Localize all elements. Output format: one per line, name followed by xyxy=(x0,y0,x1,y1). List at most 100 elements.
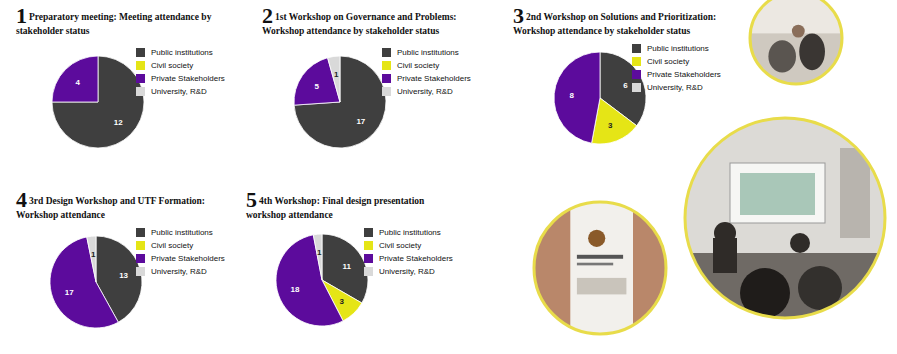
legend-entry: Private Stakeholders xyxy=(136,252,225,265)
panel-number: 3 xyxy=(513,3,524,28)
legend-label: Civil society xyxy=(379,241,421,250)
photo-border xyxy=(750,0,842,84)
panel-number: 1 xyxy=(16,3,27,28)
legend-entry: Civil society xyxy=(136,59,225,72)
legend-label: Public institutions xyxy=(397,48,459,57)
chart-title: 1Preparatory meeting: Meeting attendance… xyxy=(16,6,231,37)
pie xyxy=(554,52,646,144)
photo-content xyxy=(750,0,842,84)
legend-swatch xyxy=(136,254,145,263)
legend-entry: Private Stakeholders xyxy=(632,68,721,81)
pie-slice xyxy=(52,56,98,102)
legend-entry: University, R&D xyxy=(364,265,453,278)
pie-slice xyxy=(50,237,118,328)
legend-entry: Public institutions xyxy=(136,46,225,59)
legend-label: Public institutions xyxy=(647,44,709,53)
legend-label: Civil society xyxy=(647,57,689,66)
data-label: 3 xyxy=(339,297,344,306)
data-label: 3 xyxy=(608,121,613,130)
legend-entry: University, R&D xyxy=(382,85,471,98)
legend-entry: Public institutions xyxy=(632,42,721,55)
legend-swatch xyxy=(136,267,145,276)
legend-swatch xyxy=(632,70,641,79)
legend-label: University, R&D xyxy=(647,83,703,92)
pie-slice xyxy=(313,234,322,280)
legend-entry: Private Stakeholders xyxy=(136,72,225,85)
data-label: 1 xyxy=(317,248,322,257)
data-label: 8 xyxy=(569,91,574,100)
legend: Public institutions Civil society Private … xyxy=(364,226,453,278)
legend-label: Private Stakeholders xyxy=(379,254,453,263)
legend-swatch xyxy=(136,228,145,237)
legend: Public institutions Civil societyPrivate … xyxy=(136,226,225,278)
legend-swatch xyxy=(364,254,373,263)
legend-swatch xyxy=(382,61,391,70)
photo-border xyxy=(534,202,666,334)
photo xyxy=(534,202,666,334)
photo-border xyxy=(685,118,885,318)
title-text: 1st Workshop on Governance and Problems:… xyxy=(262,12,457,36)
legend-label: University, R&D xyxy=(379,267,435,276)
legend-entry: University, R&D xyxy=(136,265,225,278)
legend-swatch xyxy=(382,48,391,57)
legend-swatch xyxy=(364,228,373,237)
photo xyxy=(685,118,885,323)
pie-slice xyxy=(294,56,386,148)
legend-label: Private Stakeholders xyxy=(397,74,471,83)
legend-entry: Civil society xyxy=(364,239,453,252)
pie-slice xyxy=(87,236,96,282)
photo xyxy=(750,0,842,84)
legend-entry: Civil society xyxy=(382,59,471,72)
legend-swatch xyxy=(382,74,391,83)
legend-label: University, R&D xyxy=(397,87,453,96)
legend-swatch xyxy=(136,61,145,70)
data-label: 1 xyxy=(334,70,339,79)
legend-entry: Private Stakeholders xyxy=(364,252,453,265)
title-text: 2nd Workshop on Solutions and Prioritiza… xyxy=(513,12,716,36)
panel-number: 2 xyxy=(262,3,273,28)
legend-label: Public institutions xyxy=(151,228,213,237)
legend-swatch xyxy=(632,83,641,92)
data-label: 6 xyxy=(623,81,628,90)
legend-entry: Civil society xyxy=(136,239,225,252)
legend-label: Civil society xyxy=(397,61,439,70)
chart-title: 54th Workshop: Final design presentation… xyxy=(246,190,456,221)
legend-label: University, R&D xyxy=(151,267,207,276)
legend-label: Private Stakeholders xyxy=(647,70,721,79)
data-label: 1 xyxy=(91,250,96,259)
legend-entry: Civil society xyxy=(632,55,721,68)
panel-number: 4 xyxy=(16,187,27,212)
legend-swatch xyxy=(364,241,373,250)
pie xyxy=(50,236,142,328)
data-label: 17 xyxy=(356,117,365,126)
legend-swatch xyxy=(136,74,145,83)
pie-slice xyxy=(276,235,343,326)
legend-swatch xyxy=(136,48,145,57)
legend-entry: University, R&D xyxy=(136,85,225,98)
title-text: Preparatory meeting: Meeting attendance … xyxy=(16,12,211,36)
data-label: 17 xyxy=(65,288,74,297)
legend-label: Public institutions xyxy=(151,48,213,57)
legend-swatch xyxy=(632,57,641,66)
panel-number: 5 xyxy=(246,187,257,212)
pie-slice xyxy=(554,52,600,143)
legend-entry: Public institutions xyxy=(364,226,453,239)
photo-content xyxy=(534,202,666,334)
chart-title: 32nd Workshop on Solutions and Prioritiz… xyxy=(513,6,741,37)
data-label: 18 xyxy=(291,285,300,294)
legend-label: University, R&D xyxy=(151,87,207,96)
photo-content xyxy=(685,118,885,323)
data-label: 4 xyxy=(76,78,81,87)
legend-swatch xyxy=(136,87,145,96)
data-label: 5 xyxy=(314,82,319,91)
pie xyxy=(294,56,386,148)
legend-swatch xyxy=(632,44,641,53)
legend: Public institutions Civil society Private … xyxy=(136,46,225,98)
legend-entry: University, R&D xyxy=(632,81,721,94)
legend-swatch xyxy=(136,241,145,250)
legend-label: Civil society xyxy=(151,61,193,70)
legend-entry: Private Stakeholders xyxy=(382,72,471,85)
legend-swatch xyxy=(382,87,391,96)
legend-label: Public institutions xyxy=(379,228,441,237)
chart-title: 21st Workshop on Governance and Problems… xyxy=(262,6,497,37)
